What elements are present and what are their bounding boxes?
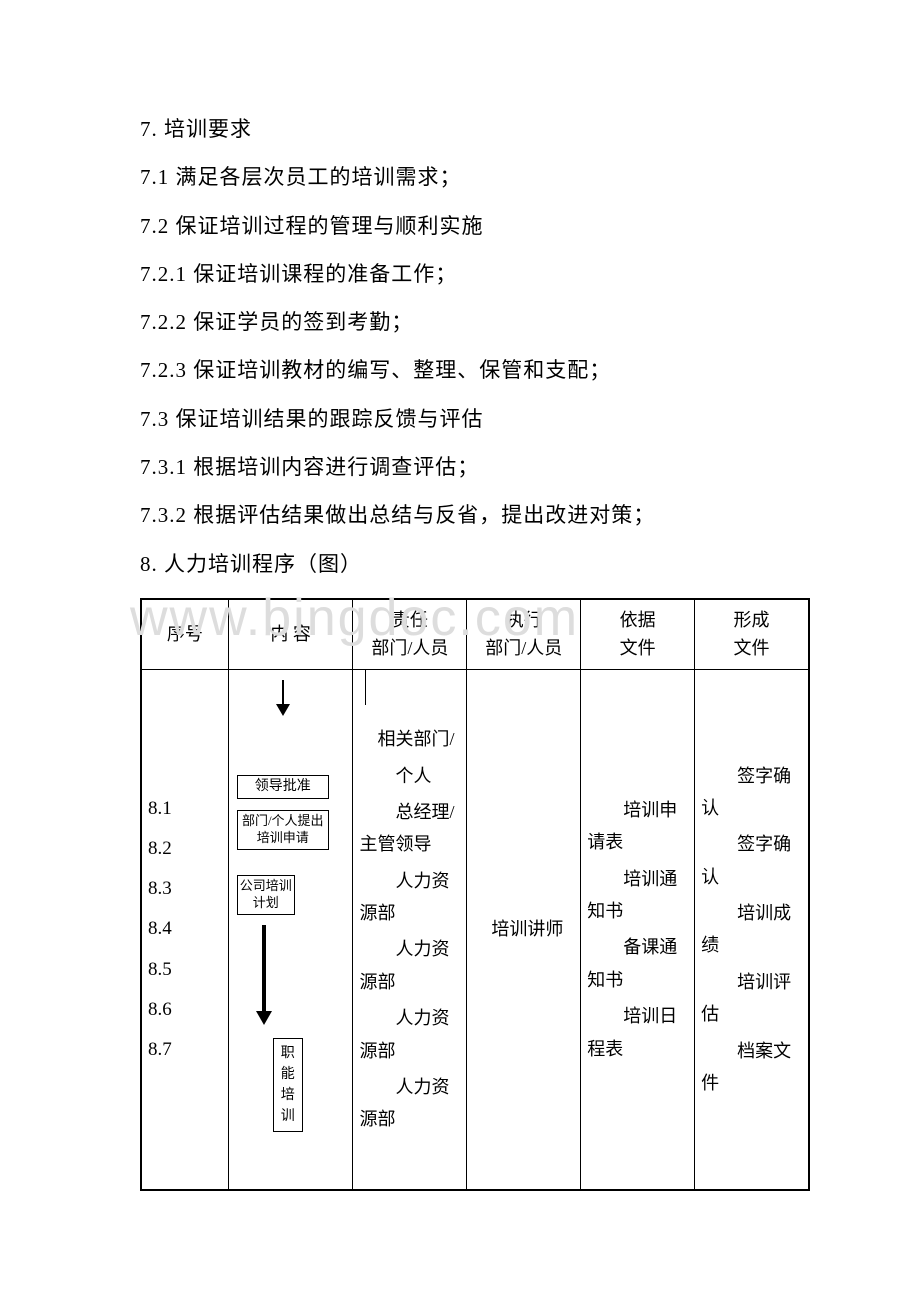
seq-item: 8.3 <box>148 872 222 906</box>
para-7-2-2: 7.2.2 保证学员的签到考勤； <box>140 298 810 346</box>
header-exec-text: 执行 部门/人员 <box>485 610 562 659</box>
header-basis-text: 依据 文件 <box>620 610 656 659</box>
training-procedure-table: 序号 内 容 责任 部门/人员 执行 部门/人员 依据 文件 形成 文件 8.1… <box>140 598 810 1191</box>
form-item: 签字确认 <box>701 828 802 893</box>
flow-box-leader: 领导批准 <box>237 775 329 799</box>
table-body-row: 8.1 8.2 8.3 8.4 8.5 8.6 8.7 领导批准 部门/个人提出… <box>142 669 809 1189</box>
basis-item: 备课通知书 <box>587 931 688 996</box>
para-7-3-1: 7.3.1 根据培训内容进行调查评估； <box>140 443 810 491</box>
seq-item: 8.1 <box>148 792 222 826</box>
exec-text: 培训讲师 <box>473 913 563 945</box>
document-body: 7. 培训要求 7.1 满足各层次员工的培训需求； 7.2 保证培训过程的管理与… <box>0 0 920 1231</box>
resp-cell: 相关部门/ 个人 总经理/主管领导 人力资源部 人力资源部 人力资源部 人力资源… <box>353 669 467 1189</box>
big-arrow-down-icon <box>259 925 269 1025</box>
arrow-down-icon <box>282 680 284 706</box>
seq-item: 8.7 <box>148 1033 222 1067</box>
resp-item: 人力资源部 <box>359 933 460 998</box>
flow-box-apply: 部门/个人提出培训申请 <box>237 810 329 850</box>
seq-item: 8.4 <box>148 912 222 946</box>
header-content-text: 内 容 <box>270 624 311 644</box>
resp-item: 人力资源部 <box>359 1002 460 1067</box>
header-form: 形成 文件 <box>695 599 809 669</box>
form-item: 培训评估 <box>701 966 802 1031</box>
para-7-2-1: 7.2.1 保证培训课程的准备工作； <box>140 250 810 298</box>
para-8: 8. 人力培训程序（图） <box>140 540 810 588</box>
exec-cell: 培训讲师 <box>467 669 581 1189</box>
vertical-line-icon <box>365 669 366 705</box>
resp-item: 人力资源部 <box>359 865 460 930</box>
table-header-row: 序号 内 容 责任 部门/人员 执行 部门/人员 依据 文件 形成 文件 <box>142 599 809 669</box>
form-item: 档案文件 <box>701 1035 802 1100</box>
header-form-text: 形成 文件 <box>734 610 770 659</box>
para-7-2: 7.2 保证培训过程的管理与顺利实施 <box>140 202 810 250</box>
flow-box-plan: 公司培训计划 <box>237 875 295 915</box>
para-7-3-2: 7.3.2 根据评估结果做出总结与反省，提出改进对策； <box>140 491 810 539</box>
resp-item: 相关部门/ <box>359 723 460 755</box>
form-item: 培训成绩 <box>701 897 802 962</box>
resp-item: 人力资源部 <box>359 1071 460 1136</box>
para-7: 7. 培训要求 <box>140 105 810 153</box>
flow-cell: 领导批准 部门/个人提出培训申请 公司培训计划 职能培训 <box>228 669 353 1189</box>
seq-item: 8.6 <box>148 993 222 1027</box>
header-exec: 执行 部门/人员 <box>467 599 581 669</box>
seq-cell: 8.1 8.2 8.3 8.4 8.5 8.6 8.7 <box>142 669 229 1189</box>
arrow-down-head-icon <box>276 704 290 716</box>
header-basis: 依据 文件 <box>581 599 695 669</box>
flow-box-func-text: 职能培训 <box>281 1043 295 1127</box>
seq-item: 8.2 <box>148 832 222 866</box>
basis-item: 培训申请表 <box>587 794 688 859</box>
basis-item: 培训通知书 <box>587 863 688 928</box>
header-content: 内 容 <box>228 599 353 669</box>
header-resp-text: 责任 部门/人员 <box>371 610 448 659</box>
basis-item: 培训日程表 <box>587 1000 688 1065</box>
form-cell: 签字确认 签字确认 培训成绩 培训评估 档案文件 <box>695 669 809 1189</box>
form-item: 签字确认 <box>701 760 802 825</box>
header-seq: 序号 <box>142 599 229 669</box>
para-7-1: 7.1 满足各层次员工的培训需求； <box>140 153 810 201</box>
para-7-3: 7.3 保证培训结果的跟踪反馈与评估 <box>140 395 810 443</box>
header-seq-text: 序号 <box>167 624 203 644</box>
resp-item: 总经理/主管领导 <box>359 796 460 861</box>
resp-item: 个人 <box>359 760 460 792</box>
header-resp: 责任 部门/人员 <box>353 599 467 669</box>
flow-box-func: 职能培训 <box>273 1038 303 1132</box>
seq-item: 8.5 <box>148 953 222 987</box>
basis-cell: 培训申请表 培训通知书 备课通知书 培训日程表 <box>581 669 695 1189</box>
para-7-2-3: 7.2.3 保证培训教材的编写、整理、保管和支配； <box>140 346 810 394</box>
